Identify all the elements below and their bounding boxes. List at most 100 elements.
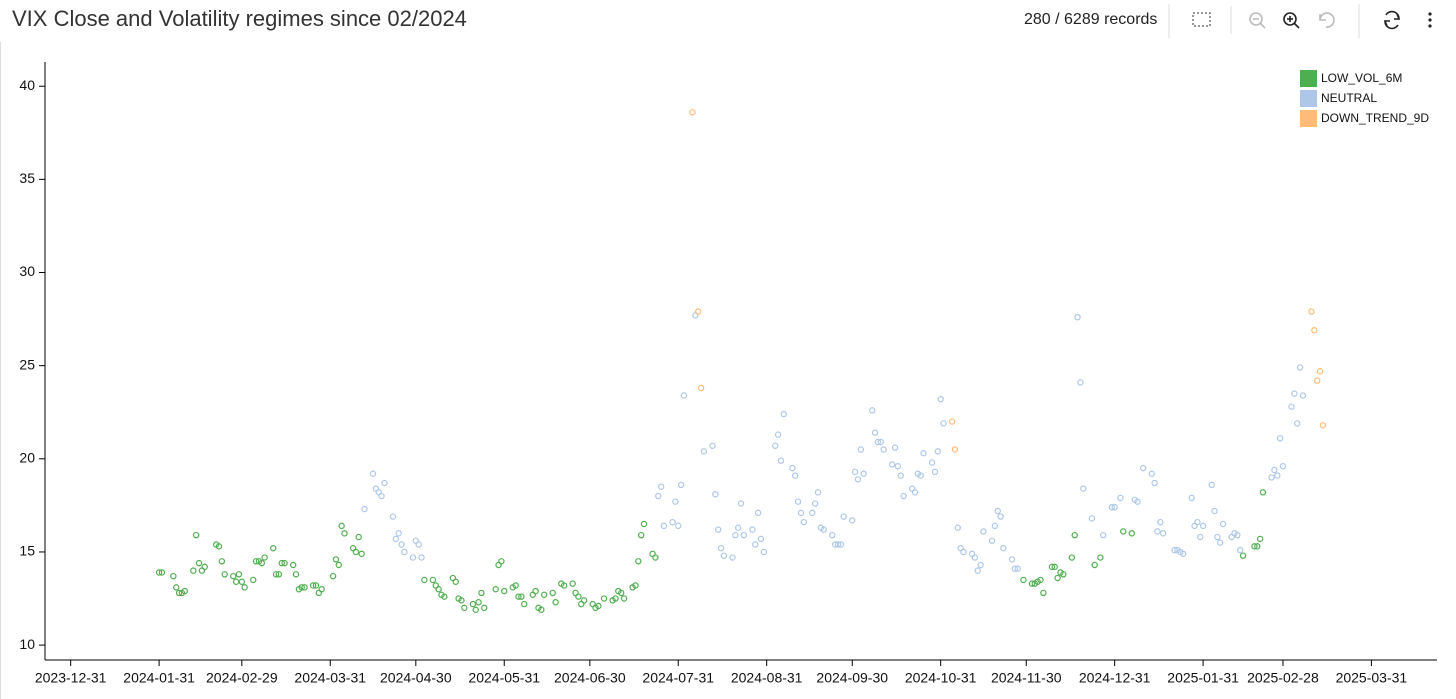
point	[689, 109, 696, 116]
point	[660, 522, 668, 530]
point	[532, 587, 539, 595]
refresh[interactable]	[1383, 10, 1401, 30]
point	[780, 410, 787, 418]
point	[754, 509, 762, 517]
point	[1319, 422, 1327, 429]
point	[680, 392, 688, 399]
point	[218, 558, 226, 565]
point	[338, 522, 345, 530]
point	[757, 535, 765, 543]
point	[358, 550, 365, 558]
point	[857, 446, 865, 453]
x-tick-label: 2025-02-28	[1247, 670, 1319, 686]
point	[1271, 466, 1278, 474]
point	[301, 584, 308, 591]
point	[1296, 364, 1304, 371]
point	[760, 548, 768, 556]
point	[1211, 507, 1218, 515]
point	[155, 569, 163, 576]
point	[341, 530, 348, 537]
point	[911, 489, 919, 496]
point	[192, 531, 200, 539]
point	[900, 492, 907, 500]
point	[877, 438, 884, 446]
point	[238, 578, 246, 585]
x-tick-label: 2025-03-31	[1336, 670, 1408, 686]
point	[409, 554, 417, 561]
point	[1054, 574, 1061, 582]
y-tick-label: 40	[19, 77, 35, 93]
point	[655, 492, 662, 500]
point	[891, 444, 899, 451]
point	[709, 442, 716, 449]
reset-zoom[interactable]	[1319, 12, 1335, 28]
point	[1254, 543, 1261, 550]
point	[971, 554, 979, 561]
point	[897, 472, 904, 479]
point	[1074, 314, 1081, 321]
zoom-out[interactable]	[1249, 12, 1266, 29]
point	[1291, 390, 1298, 397]
point	[797, 509, 805, 517]
point	[252, 558, 260, 565]
point	[1276, 435, 1284, 442]
more-menu[interactable]	[1428, 12, 1432, 28]
point	[977, 561, 984, 569]
point	[540, 591, 548, 598]
x-tick-label: 2024-10-31	[905, 670, 977, 686]
point	[389, 513, 397, 520]
point	[1120, 528, 1127, 535]
point	[1148, 470, 1155, 477]
point	[774, 431, 782, 438]
point	[834, 541, 842, 548]
point	[937, 395, 944, 403]
point	[569, 580, 576, 587]
point	[931, 468, 939, 476]
point	[452, 578, 459, 585]
point	[791, 472, 799, 479]
point	[620, 595, 628, 602]
legend-swatch	[1300, 110, 1317, 127]
point	[811, 500, 819, 507]
select-tool[interactable]	[1192, 12, 1211, 27]
point	[1308, 308, 1315, 315]
zoom-in[interactable]	[1283, 12, 1300, 29]
point	[329, 572, 337, 580]
x-tick-label: 2024-03-31	[294, 670, 366, 686]
point	[232, 578, 240, 585]
point	[840, 513, 847, 520]
point	[1214, 533, 1221, 541]
point	[1279, 463, 1287, 470]
x-tick-label: 2024-12-31	[1079, 670, 1151, 686]
point	[241, 584, 248, 591]
record-count: 280 / 6289 records	[1024, 11, 1158, 28]
point	[595, 602, 602, 610]
toolbar	[1168, 4, 1432, 38]
point	[752, 541, 759, 548]
x-tick-label: 2024-07-31	[642, 670, 714, 686]
point	[173, 584, 180, 591]
point	[1179, 550, 1187, 558]
point	[997, 513, 1004, 520]
x-tick-label: 2024-08-31	[731, 670, 803, 686]
y-tick-label: 30	[19, 263, 35, 279]
point	[1316, 368, 1324, 375]
point	[1080, 485, 1087, 492]
point	[1020, 576, 1027, 584]
point	[854, 476, 862, 483]
point	[1011, 565, 1019, 572]
point	[657, 483, 665, 490]
point	[1299, 392, 1307, 399]
point	[381, 479, 388, 487]
point	[717, 545, 725, 552]
point	[475, 599, 482, 606]
point	[600, 595, 608, 602]
point	[549, 589, 556, 597]
point	[355, 533, 362, 541]
point	[920, 450, 927, 457]
point	[398, 541, 405, 548]
point	[1234, 531, 1241, 539]
point	[700, 448, 708, 455]
point	[1171, 546, 1178, 554]
legend-swatch	[1300, 90, 1317, 107]
